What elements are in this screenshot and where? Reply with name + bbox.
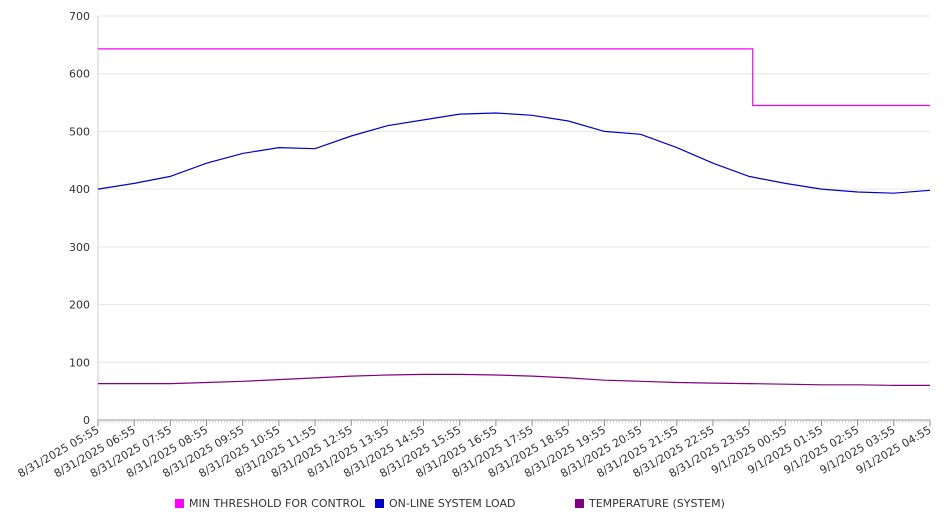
y-tick-label: 400 bbox=[69, 183, 90, 196]
series-line-2 bbox=[97, 112, 931, 194]
legend-swatch bbox=[175, 499, 184, 508]
y-tick-label: 0 bbox=[83, 414, 90, 427]
series-line-3 bbox=[98, 373, 930, 386]
y-axis-tick-labels: 0 100 200 300 400 500 600 700 bbox=[69, 10, 90, 427]
legend-swatch bbox=[375, 499, 384, 508]
series-line-1 bbox=[98, 48, 930, 107]
legend: MIN THRESHOLD FOR CONTROL ON-LINE SYSTEM… bbox=[0, 497, 946, 515]
legend-item-min-threshold[interactable]: MIN THRESHOLD FOR CONTROL bbox=[175, 497, 365, 510]
legend-label: ON-LINE SYSTEM LOAD bbox=[389, 497, 516, 510]
legend-item-temperature[interactable]: TEMPERATURE (SYSTEM) bbox=[575, 497, 725, 510]
series-lines bbox=[97, 48, 931, 386]
y-tick-label: 300 bbox=[69, 241, 90, 254]
y-tick-label: 100 bbox=[69, 356, 90, 369]
axes bbox=[97, 16, 931, 426]
legend-item-system-load[interactable]: ON-LINE SYSTEM LOAD bbox=[375, 497, 515, 510]
x-axis-tick-labels: 8/31/2025 05:558/31/2025 06:558/31/2025 … bbox=[16, 423, 934, 480]
y-tick-label: 600 bbox=[69, 68, 90, 81]
y-tick-label: 700 bbox=[69, 10, 90, 23]
y-tick-label: 200 bbox=[69, 299, 90, 312]
legend-swatch bbox=[575, 499, 584, 508]
legend-label: TEMPERATURE (SYSTEM) bbox=[589, 497, 725, 510]
gridlines bbox=[98, 15, 930, 363]
y-tick-label: 500 bbox=[69, 125, 90, 138]
legend-label: MIN THRESHOLD FOR CONTROL bbox=[189, 497, 365, 510]
